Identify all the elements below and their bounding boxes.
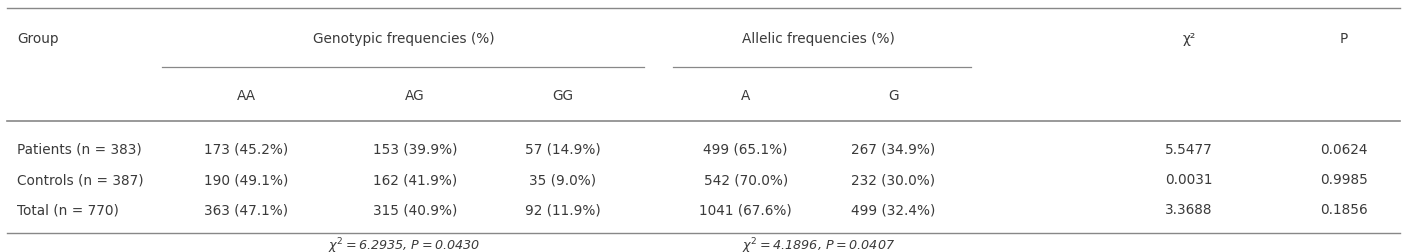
Text: Controls (n = 387): Controls (n = 387) (17, 173, 144, 187)
Text: 499 (32.4%): 499 (32.4%) (851, 203, 936, 217)
Text: A: A (741, 89, 750, 103)
Text: Allelic frequencies (%): Allelic frequencies (%) (743, 32, 895, 46)
Text: 5.5477: 5.5477 (1165, 143, 1213, 157)
Text: 0.9985: 0.9985 (1320, 173, 1368, 187)
Text: GG: GG (553, 89, 573, 103)
Text: $\chi^2$ = 6.2935, P = 0.0430: $\chi^2$ = 6.2935, P = 0.0430 (328, 236, 480, 252)
Text: 232 (30.0%): 232 (30.0%) (851, 173, 936, 187)
Text: P: P (1339, 32, 1348, 46)
Text: 363 (47.1%): 363 (47.1%) (204, 203, 288, 217)
Text: G: G (888, 89, 899, 103)
Text: 0.0624: 0.0624 (1320, 143, 1368, 157)
Text: 57 (14.9%): 57 (14.9%) (525, 143, 601, 157)
Text: AG: AG (405, 89, 425, 103)
Text: Group: Group (17, 32, 58, 46)
Text: 0.0031: 0.0031 (1165, 173, 1213, 187)
Text: $\chi^2$ = 4.1896, P = 0.0407: $\chi^2$ = 4.1896, P = 0.0407 (743, 236, 895, 252)
Text: 1041 (67.6%): 1041 (67.6%) (699, 203, 792, 217)
Text: 173 (45.2%): 173 (45.2%) (204, 143, 288, 157)
Text: χ²: χ² (1182, 32, 1196, 46)
Text: 153 (39.9%): 153 (39.9%) (373, 143, 457, 157)
Text: Genotypic frequencies (%): Genotypic frequencies (%) (312, 32, 495, 46)
Text: 3.3688: 3.3688 (1165, 203, 1213, 217)
Text: 267 (34.9%): 267 (34.9%) (851, 143, 936, 157)
Text: 35 (9.0%): 35 (9.0%) (529, 173, 597, 187)
Text: Patients (n = 383): Patients (n = 383) (17, 143, 142, 157)
Text: 0.1856: 0.1856 (1320, 203, 1368, 217)
Text: Total (n = 770): Total (n = 770) (17, 203, 118, 217)
Text: 542 (70.0%): 542 (70.0%) (704, 173, 788, 187)
Text: 315 (40.9%): 315 (40.9%) (373, 203, 457, 217)
Text: 499 (65.1%): 499 (65.1%) (704, 143, 788, 157)
Text: 190 (49.1%): 190 (49.1%) (204, 173, 288, 187)
Text: AA: AA (236, 89, 256, 103)
Text: 162 (41.9%): 162 (41.9%) (373, 173, 457, 187)
Text: 92 (11.9%): 92 (11.9%) (525, 203, 601, 217)
